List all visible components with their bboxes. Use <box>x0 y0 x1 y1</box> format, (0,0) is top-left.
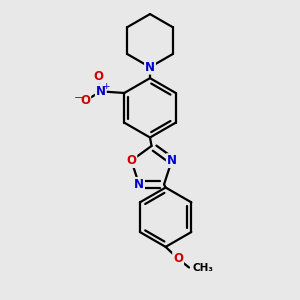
Text: O: O <box>126 154 136 167</box>
Text: O: O <box>80 94 90 107</box>
Text: O: O <box>93 70 103 83</box>
Text: N: N <box>134 178 144 191</box>
Text: +: + <box>102 82 110 91</box>
Text: O: O <box>173 252 183 265</box>
Text: N: N <box>96 85 106 98</box>
Text: −: − <box>74 93 84 103</box>
Text: N: N <box>145 61 155 74</box>
Text: N: N <box>167 154 177 167</box>
Text: CH₃: CH₃ <box>193 262 214 272</box>
